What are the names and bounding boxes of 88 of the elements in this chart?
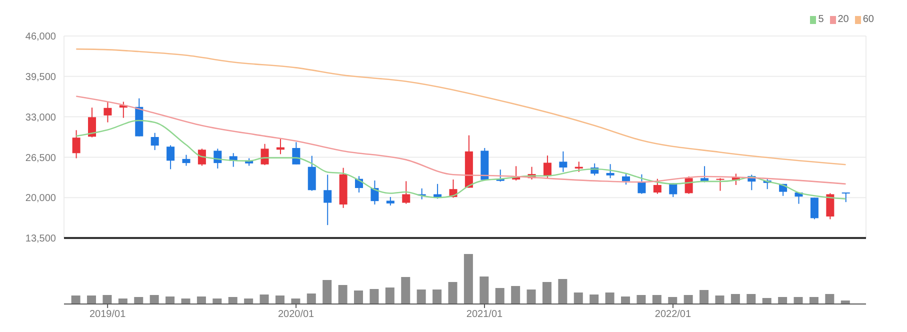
bar [825, 294, 834, 304]
candlestick [166, 144, 175, 170]
bar [166, 296, 175, 304]
candlestick [653, 178, 662, 194]
candlestick [622, 173, 630, 186]
bar [605, 292, 614, 304]
bar [448, 282, 458, 304]
bar [590, 294, 599, 304]
candlestick [72, 130, 80, 159]
bar [228, 297, 238, 304]
legend-label: 60 [862, 14, 874, 25]
bar [416, 290, 426, 304]
bar [636, 295, 646, 304]
bar [71, 296, 80, 304]
candlestick [810, 197, 818, 220]
bar [306, 294, 316, 304]
bar [87, 296, 96, 304]
bar [746, 294, 756, 304]
candlestick [638, 174, 646, 194]
candlestick [214, 148, 222, 170]
bar [370, 289, 379, 304]
candlestick [543, 155, 552, 179]
bar [338, 285, 348, 304]
bar [322, 280, 332, 304]
bar [778, 297, 788, 304]
y-tick-label: 13,500 [25, 234, 56, 245]
bar [511, 286, 520, 304]
bar [794, 297, 803, 304]
bar [480, 276, 489, 304]
candlestick [402, 180, 410, 204]
bar [574, 292, 583, 304]
bar [244, 298, 254, 304]
bar [762, 298, 772, 304]
bar [809, 297, 818, 304]
bar [181, 298, 190, 304]
bar [526, 290, 536, 304]
x-tick-label: 2019/01 [89, 309, 126, 320]
candlestick [684, 176, 693, 194]
candlestick [88, 107, 96, 138]
candlestick [324, 174, 332, 226]
bar [432, 290, 442, 304]
bar [196, 296, 206, 304]
y-tick-label: 33,000 [25, 112, 56, 124]
candlestick [104, 101, 112, 123]
line-series [76, 48, 846, 166]
bar [260, 294, 269, 304]
bar [542, 282, 552, 304]
bar [291, 298, 300, 304]
candlestick [308, 155, 316, 192]
bar [118, 298, 128, 304]
bar [102, 295, 112, 304]
candlestick [716, 178, 724, 192]
bar [668, 297, 678, 304]
candlestick [182, 154, 190, 166]
bar [684, 295, 693, 304]
bar [212, 298, 222, 304]
bar [464, 254, 473, 304]
candlestick [198, 148, 206, 166]
candlestick [826, 192, 834, 220]
candlestick [150, 132, 159, 151]
bar [354, 290, 364, 304]
candlestick [559, 150, 568, 172]
candlestick [606, 164, 614, 179]
x-tick-label: 2021/01 [466, 309, 504, 320]
x-tick-label: 2022/01 [654, 309, 692, 320]
bar [652, 295, 662, 304]
bar [495, 288, 504, 304]
bar [385, 288, 394, 304]
bar [730, 294, 740, 304]
bar [621, 296, 630, 304]
bar [700, 290, 709, 304]
candlestick [292, 142, 300, 165]
candlestick [260, 143, 269, 166]
bar [715, 296, 724, 304]
candlestick [370, 180, 379, 205]
legend-label: 5 [818, 14, 824, 25]
candlestick [842, 192, 850, 203]
legend-label: 20 [838, 14, 849, 25]
y-tick-label: 26,500 [25, 152, 56, 164]
y-tick-label: 39,500 [25, 72, 56, 83]
bar [150, 295, 159, 304]
bar [134, 297, 144, 304]
y-tick-label: 46,000 [25, 32, 56, 43]
bar [401, 277, 410, 304]
bar [558, 279, 568, 304]
x-tick-label: 2020/01 [278, 309, 315, 320]
y-tick-label: 20,000 [25, 193, 56, 204]
bar [275, 296, 284, 304]
